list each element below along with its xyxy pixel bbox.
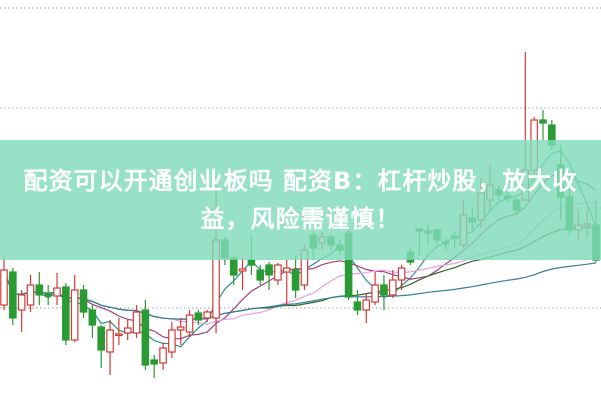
candle-body bbox=[388, 279, 397, 296]
headline-banner: 配资可以开通创业板吗 配资B：杠杆炒股，放大收益，风险需谨慎！ bbox=[0, 140, 601, 260]
candle-body bbox=[229, 257, 238, 276]
candle-body bbox=[168, 329, 176, 353]
candle-body bbox=[79, 289, 88, 313]
candle-body bbox=[97, 326, 105, 351]
candle-body bbox=[353, 301, 362, 311]
candle-body bbox=[362, 299, 371, 311]
candle-body bbox=[247, 259, 256, 266]
candle-body bbox=[115, 333, 123, 337]
candle-body bbox=[132, 311, 141, 334]
candle-body bbox=[380, 284, 388, 296]
candle-body bbox=[35, 284, 44, 296]
candle-body bbox=[150, 359, 159, 365]
headline-text: 配资可以开通创业板吗 配资B：杠杆炒股，放大收益，风险需谨慎！ bbox=[23, 167, 578, 233]
candle-body bbox=[256, 269, 265, 281]
candle-body bbox=[397, 267, 406, 281]
candle-body bbox=[291, 269, 300, 291]
candle-body bbox=[17, 294, 26, 311]
candle-body bbox=[106, 329, 114, 353]
candle-body bbox=[141, 309, 150, 366]
ma60-line bbox=[3, 262, 597, 320]
candle-body bbox=[371, 284, 379, 303]
candle-body bbox=[238, 268, 247, 272]
candle-body bbox=[9, 271, 17, 319]
candle-body bbox=[274, 264, 282, 281]
candle-body bbox=[203, 311, 212, 319]
candle-body bbox=[176, 326, 185, 331]
candle-body bbox=[123, 327, 132, 334]
candle-body bbox=[26, 284, 35, 306]
candle-body bbox=[62, 286, 70, 341]
candle-body bbox=[44, 292, 52, 297]
candle-body bbox=[0, 269, 8, 306]
candle-body bbox=[539, 119, 547, 124]
candle-body bbox=[70, 289, 79, 341]
candle-body bbox=[88, 309, 97, 326]
candle-body bbox=[265, 264, 273, 276]
candle-body bbox=[282, 267, 291, 273]
candle-body bbox=[185, 314, 194, 333]
candle-body bbox=[194, 312, 203, 321]
candle-body bbox=[159, 347, 167, 364]
candle-body bbox=[53, 287, 61, 297]
